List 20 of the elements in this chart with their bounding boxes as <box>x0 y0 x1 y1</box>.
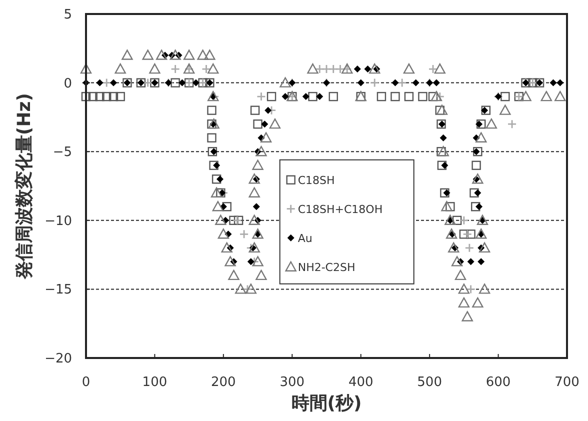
y-axis-title: 発信周波数変化量(Hz) <box>14 93 35 280</box>
y-tick-label: −15 <box>44 282 72 298</box>
y-tick-label: −10 <box>44 214 72 229</box>
y-tick-label: −20 <box>44 352 72 366</box>
x-tick-label: 700 <box>554 375 580 390</box>
x-tick-label: 0 <box>82 375 90 390</box>
legend-label: Au <box>298 232 312 245</box>
x-tick-label: 600 <box>486 375 511 390</box>
x-tick-label: 400 <box>348 375 374 390</box>
x-tick-label: 500 <box>417 375 442 390</box>
y-tick-label: −5 <box>52 145 72 160</box>
legend-label: NH2-C2SH <box>298 260 356 274</box>
x-axis-title: 時間(秒) <box>291 393 362 414</box>
x-tick-label: 200 <box>211 375 236 390</box>
legend-label: C18SH+C18OH <box>298 202 383 216</box>
x-tick-label: 100 <box>142 375 168 390</box>
y-tick-label: 0 <box>64 76 72 92</box>
x-tick-label: 300 <box>280 375 305 390</box>
y-tick-label: 5 <box>64 8 72 22</box>
legend-label: C18SH <box>298 174 335 187</box>
